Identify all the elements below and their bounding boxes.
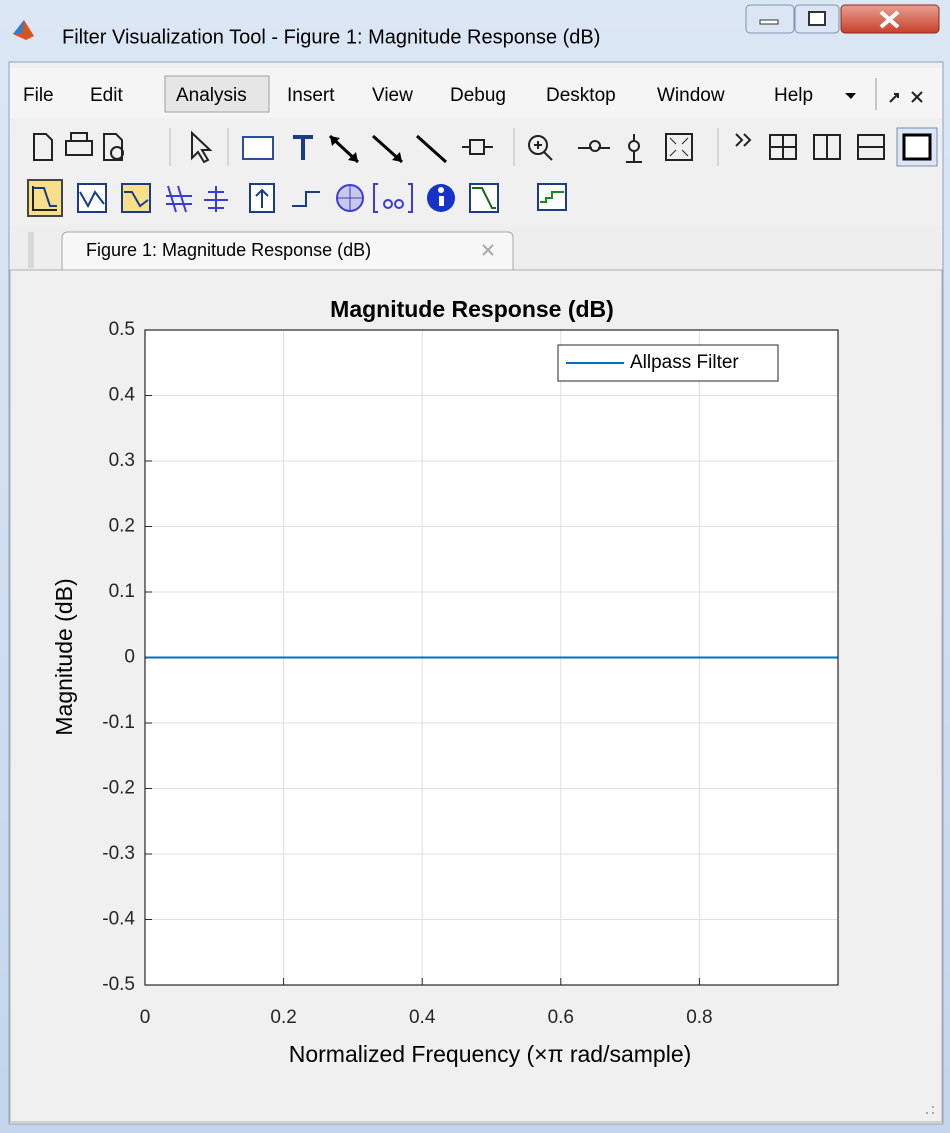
x-tick-label: 0 (140, 1007, 151, 1028)
legend-label: Allpass Filter (630, 352, 739, 373)
x-tick-label: 0.4 (409, 1007, 436, 1028)
grip (28, 232, 34, 268)
menu-highlight (164, 75, 270, 113)
x-tick-label: 0.2 (270, 1007, 296, 1028)
y-tick-label: 0.3 (109, 450, 135, 471)
resize-grip[interactable] (926, 1106, 934, 1114)
menu-dock-icons (845, 78, 923, 110)
menu-item[interactable]: Analysis (176, 85, 247, 106)
minimize-button[interactable] (745, 4, 795, 34)
y-tick-label: -0.5 (102, 974, 135, 995)
window-title: Filter Visualization Tool - Figure 1: Ma… (62, 26, 600, 48)
menu-item[interactable]: Desktop (546, 85, 616, 106)
menu-item[interactable]: View (372, 85, 413, 106)
menu-item[interactable]: File (23, 85, 54, 106)
menu-item[interactable]: Edit (90, 85, 123, 106)
tab-label[interactable]: Figure 1: Magnitude Response (dB) (86, 240, 371, 260)
y-tick-label: -0.4 (102, 909, 135, 930)
toolbar (10, 122, 942, 172)
app-icon (13, 20, 34, 40)
maximize-button[interactable] (794, 4, 840, 34)
menu-item[interactable]: Insert (287, 85, 335, 106)
menu-items: File Edit Analysis Insert View Debug Desktop Wi… (23, 85, 813, 106)
toolbar-icons[interactable] (33, 127, 938, 167)
menu-item[interactable]: Debug (450, 85, 506, 106)
x-tick-label: 0.8 (686, 1007, 712, 1028)
analysis-toolbar-icons[interactable] (27, 179, 567, 217)
x-tick-label: 0.6 (548, 1007, 574, 1028)
tab[interactable] (61, 231, 514, 270)
y-tick-label: -0.2 (102, 778, 135, 799)
x-axis-label: Normalized Frequency (×π rad/sample) (289, 1041, 692, 1067)
y-axis-label: Magnitude (dB) (51, 578, 77, 735)
y-tick-label: 0.4 (109, 385, 136, 406)
y-tick-label: 0.1 (109, 581, 135, 602)
y-tick-label: 0.2 (109, 516, 135, 537)
chart-title: Magnitude Response (dB) (330, 296, 614, 322)
y-tick-label: 0.5 (109, 319, 135, 340)
y-tick-label: 0 (124, 647, 135, 668)
axes-box (144, 329, 839, 986)
close-button[interactable] (840, 4, 940, 34)
y-tick-label: -0.3 (102, 843, 135, 864)
menu-item[interactable]: Help (774, 85, 813, 106)
tab-close[interactable] (482, 244, 494, 256)
axes: -0.5 -0.4 -0.3 -0.2 -0.1 0 0.1 0.2 0.3 0.4 0.5 0 0.2… (102, 319, 839, 1028)
menu-item[interactable]: Window (657, 85, 725, 106)
y-tick-label: -0.1 (102, 712, 135, 733)
